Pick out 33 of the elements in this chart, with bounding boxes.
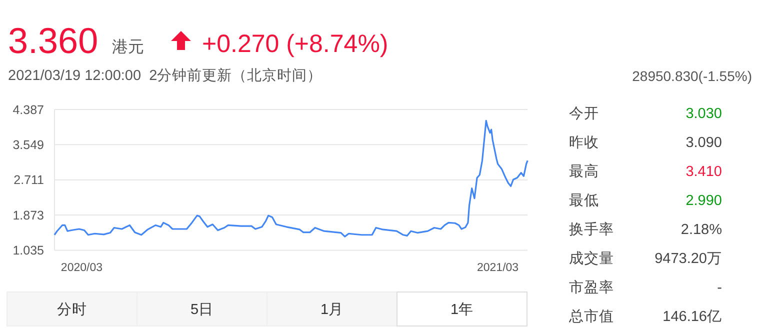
text: 1年 xyxy=(450,301,474,318)
y-tick-label: 1.035 xyxy=(12,244,44,258)
y-tick-label: 4.387 xyxy=(12,102,44,117)
y-tick-label: 3.549 xyxy=(12,138,44,152)
line-series xyxy=(54,120,528,238)
text: 2.18% xyxy=(680,222,722,238)
text: 2021/03/19 12:00:00 2分钟前更新（北京时间） xyxy=(8,67,322,84)
text: +0.270 (+8.74%) xyxy=(202,30,388,58)
text: 最高 xyxy=(569,163,599,180)
text: 1月 xyxy=(320,302,344,318)
text: 28950.830(-1.55%) xyxy=(632,68,752,84)
text: 总市值 xyxy=(568,308,614,325)
text: 3.410 xyxy=(686,164,722,180)
y-tick-label: 2.711 xyxy=(14,173,44,188)
text: 成交量 xyxy=(569,250,614,267)
text: 9473.20万 xyxy=(654,251,722,267)
y-tick-label: 1.873 xyxy=(12,208,44,222)
text: 最低 xyxy=(569,193,599,209)
text: 3.360 xyxy=(8,20,98,61)
x-tick-label: 2020/03 xyxy=(60,262,103,274)
text: 3.030 xyxy=(686,106,722,122)
text: 今开 xyxy=(569,105,599,122)
x-tick-label: 2021/03 xyxy=(477,262,519,274)
text: 港元 xyxy=(112,38,144,56)
text: 5日 xyxy=(190,302,214,318)
text: - xyxy=(717,280,722,296)
text: 146.16亿 xyxy=(662,309,722,325)
text: 市盈率 xyxy=(569,279,614,296)
text: 2.990 xyxy=(686,193,722,209)
text: 换手率 xyxy=(569,221,614,238)
text: 3.090 xyxy=(686,135,722,151)
text: 分时 xyxy=(57,301,87,318)
text: 昨收 xyxy=(569,134,599,151)
